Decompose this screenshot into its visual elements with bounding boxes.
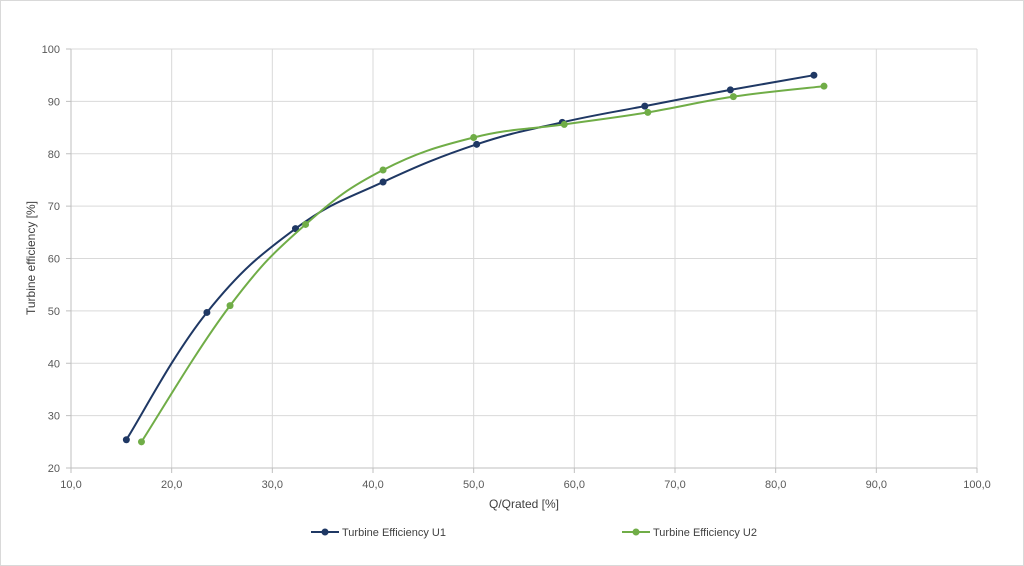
legend-item: Turbine Efficiency U2: [622, 527, 757, 539]
data-point: [379, 178, 387, 186]
x-tick-label: 70,0: [664, 479, 685, 491]
legend-marker: [321, 528, 329, 536]
x-tick-label: 90,0: [866, 479, 887, 491]
x-tick-label: 20,0: [161, 479, 182, 491]
legend-marker: [632, 528, 640, 536]
x-tick-label: 60,0: [564, 479, 585, 491]
x-tick-label: 50,0: [463, 479, 484, 491]
y-tick-label: 40: [48, 358, 60, 370]
data-point: [473, 140, 481, 148]
legend-item: Turbine Efficiency U1: [311, 527, 446, 539]
x-tick-label: 80,0: [765, 479, 786, 491]
axes: [66, 48, 978, 473]
y-tick-label: 60: [48, 254, 60, 266]
x-axis-title: Q/Qrated [%]: [489, 497, 559, 511]
grid-lines: [71, 48, 978, 468]
y-tick-label: 30: [48, 411, 60, 423]
y-tick-label: 20: [48, 463, 60, 475]
x-tick-label: 40,0: [362, 479, 383, 491]
series-line: [140, 85, 825, 443]
series-2: [137, 82, 828, 446]
series-line: [125, 74, 815, 441]
series-group: [122, 71, 828, 446]
data-point: [641, 102, 649, 110]
data-point: [291, 225, 299, 233]
data-point: [726, 86, 734, 94]
data-point: [820, 82, 828, 90]
data-point: [122, 436, 130, 444]
data-point: [302, 220, 310, 228]
y-tick-label: 90: [48, 96, 60, 108]
legend-label: Turbine Efficiency U1: [342, 527, 446, 539]
y-tick-label: 80: [48, 149, 60, 161]
data-point: [729, 93, 737, 101]
legend: Turbine Efficiency U1 Turbine Efficiency …: [311, 527, 757, 539]
y-tick-label: 50: [48, 306, 60, 318]
legend-label: Turbine Efficiency U2: [653, 527, 757, 539]
data-point: [470, 134, 478, 142]
x-tick-label: 100,0: [963, 479, 991, 491]
y-tick-label: 70: [48, 201, 60, 213]
x-tick-label: 30,0: [262, 479, 283, 491]
data-point: [203, 308, 211, 316]
y-tick-label: 100: [42, 44, 60, 56]
x-tick-label: 10,0: [60, 479, 81, 491]
series-1: [122, 71, 818, 444]
data-point: [379, 166, 387, 174]
data-point: [810, 71, 818, 79]
data-point: [644, 108, 652, 116]
data-point: [560, 120, 568, 128]
data-point: [226, 302, 234, 310]
y-axis-title: Turbine efficiency [%]: [24, 201, 38, 315]
data-point: [137, 438, 145, 446]
tick-labels: 20 30 40 50 60 70 80 90 100 10,0 20,0 30,0 40,0 50,0 6…: [42, 44, 991, 491]
